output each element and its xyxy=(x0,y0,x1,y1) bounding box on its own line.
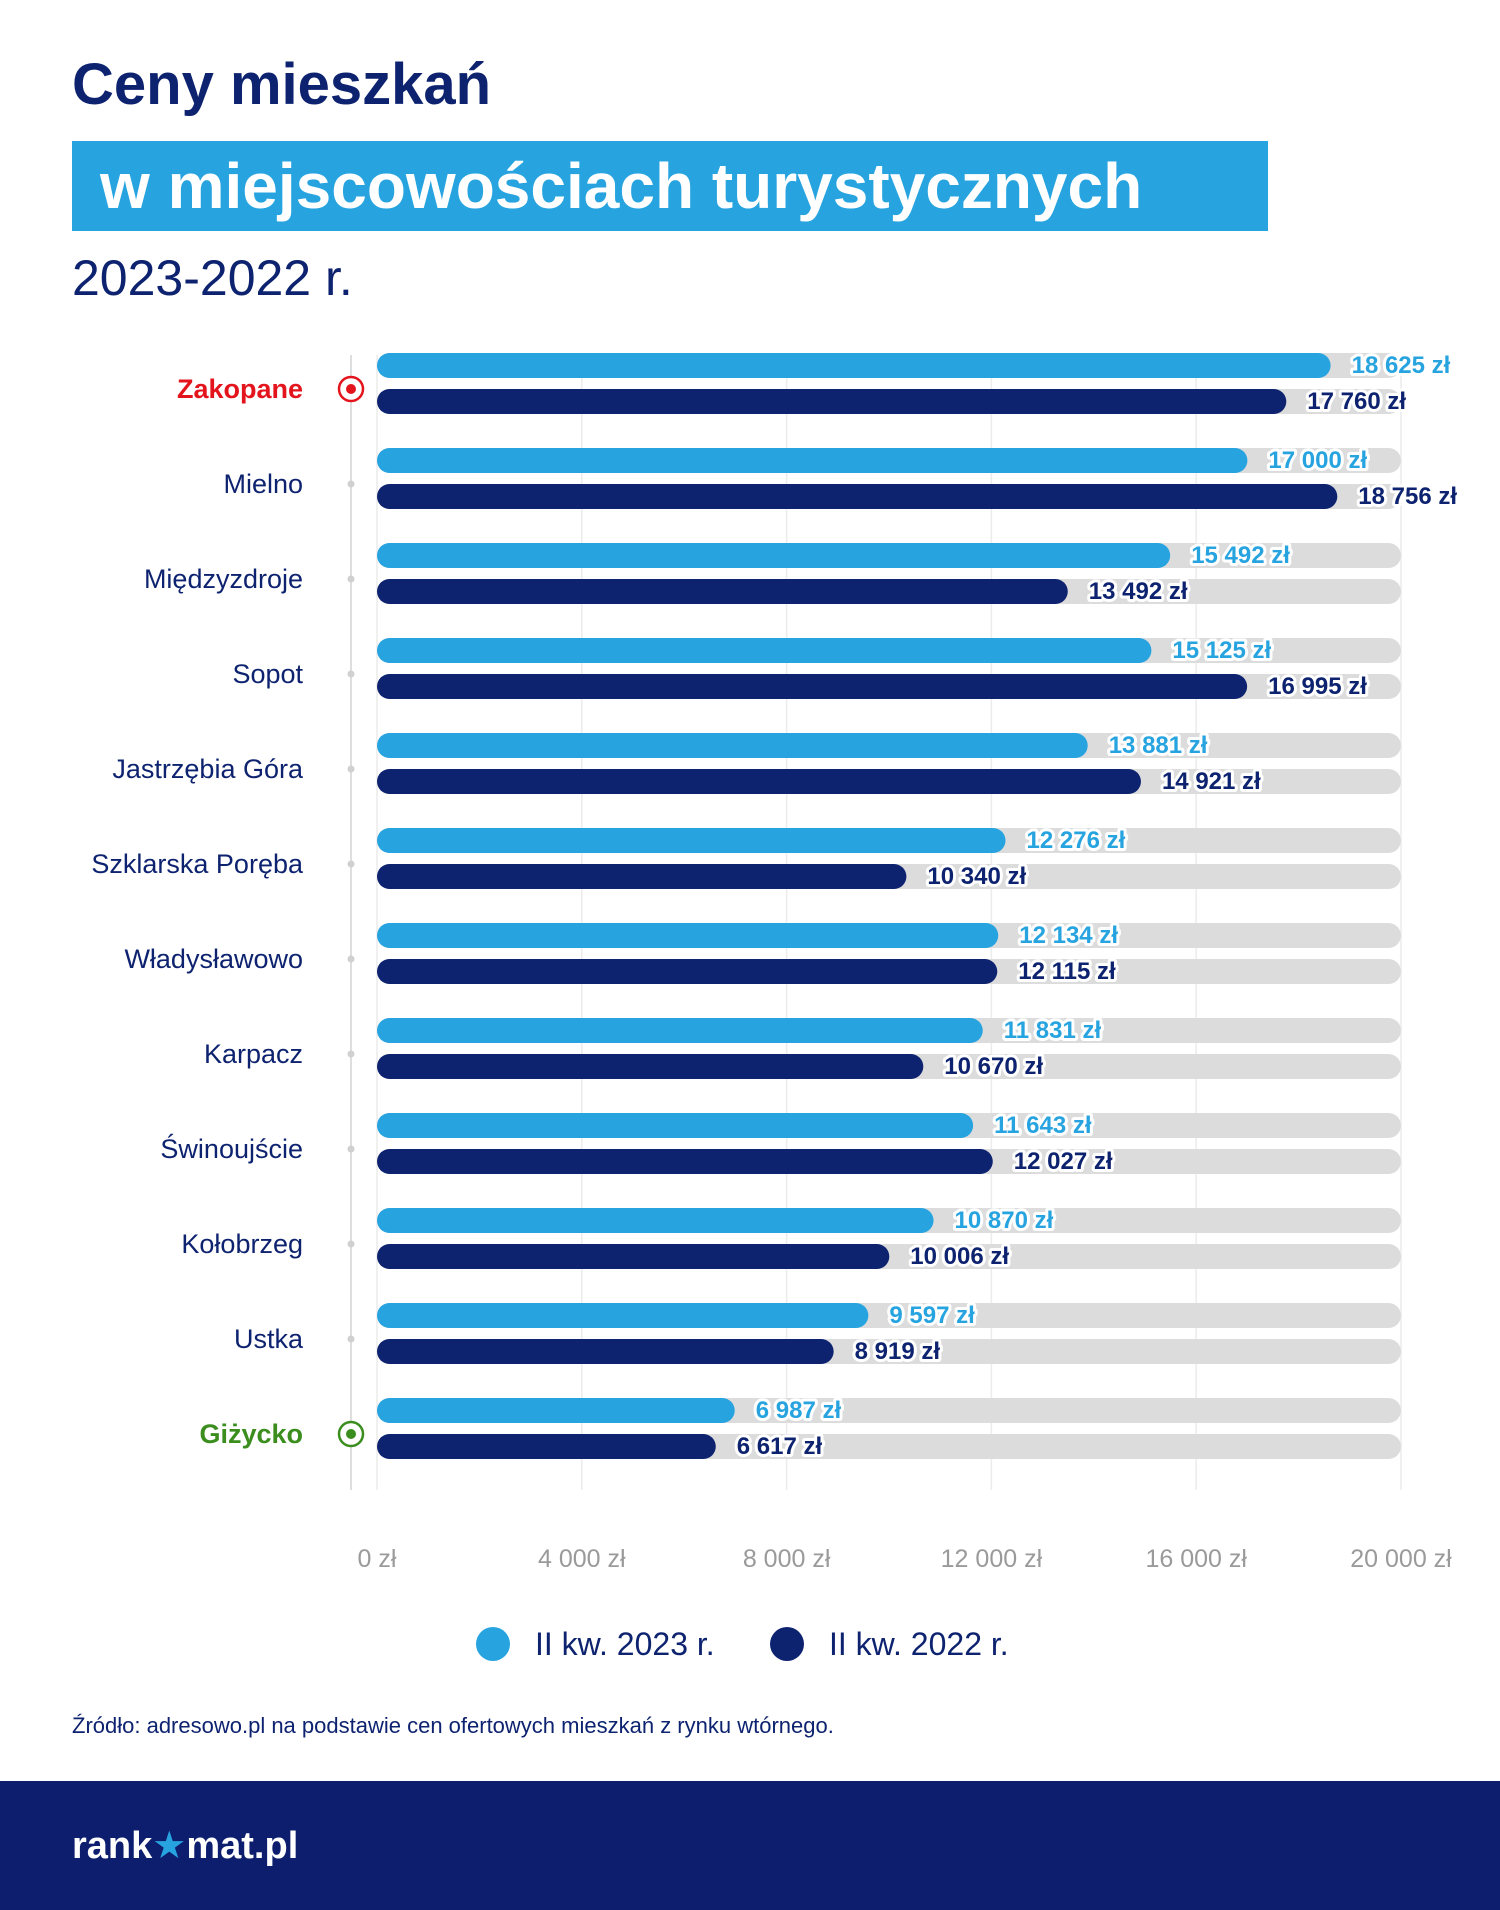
x-tick-label: 8 000 zł xyxy=(743,1545,831,1573)
bar-2023 xyxy=(377,353,1331,378)
x-tick-label: 16 000 zł xyxy=(1145,1545,1247,1573)
bar-2022 xyxy=(377,674,1248,699)
category-label: Jastrzębia Góra xyxy=(112,754,304,784)
bar-2022 xyxy=(377,389,1287,414)
legend-swatch-2022 xyxy=(770,1627,804,1661)
data-label-2022: 13 492 zł xyxy=(1089,578,1188,605)
data-label-2022: 8 919 zł xyxy=(855,1338,941,1365)
data-label-2023: 9 597 zł xyxy=(889,1302,975,1329)
bar-2023 xyxy=(377,448,1248,473)
bar-2022 xyxy=(377,769,1141,794)
category-label: Świnoujście xyxy=(160,1132,303,1164)
axis-tick-dot xyxy=(347,765,355,773)
data-label-2023: 10 870 zł xyxy=(955,1207,1054,1234)
axis-tick-dot xyxy=(347,575,355,583)
bar-2022 xyxy=(377,579,1068,604)
axis-tick-dot xyxy=(347,955,355,963)
category-marker-dot xyxy=(346,1429,356,1439)
logo-text-start: rank xyxy=(72,1825,153,1867)
x-tick-label: 20 000 zł xyxy=(1350,1545,1452,1573)
legend: II kw. 2023 r. II kw. 2022 r. xyxy=(0,1619,1500,1669)
data-label-2022: 12 115 zł xyxy=(1018,958,1116,985)
category-label: Międzyzdroje xyxy=(144,564,303,594)
data-label-2022: 10 670 zł xyxy=(944,1053,1043,1080)
axis-tick-dot xyxy=(347,1050,355,1058)
axis-tick-dot xyxy=(347,1240,355,1248)
x-tick-label: 4 000 zł xyxy=(538,1545,626,1573)
data-label-2022: 10 340 zł xyxy=(927,863,1026,890)
data-label-2023: 12 134 zł xyxy=(1019,922,1118,949)
brand-logo: rank★mat.pl xyxy=(72,1821,298,1871)
bar-2022 xyxy=(377,1434,716,1459)
data-label-2023: 11 831 zł xyxy=(1004,1017,1102,1044)
category-label: Szklarska Poręba xyxy=(91,849,304,879)
x-tick-label: 12 000 zł xyxy=(941,1545,1043,1573)
bar-2022 xyxy=(377,484,1338,509)
bar-2023 xyxy=(377,1018,983,1043)
bar-2023 xyxy=(377,1113,974,1138)
data-label-2023: 12 276 zł xyxy=(1027,827,1126,854)
bar-2023 xyxy=(377,733,1088,758)
category-label: Zakopane xyxy=(177,374,303,404)
bar-2022 xyxy=(377,959,998,984)
category-label: Władysławowo xyxy=(124,944,303,974)
bar-2022 xyxy=(377,864,907,889)
footer-band: rank★mat.pl xyxy=(0,1781,1500,1910)
bar-2023 xyxy=(377,828,1006,853)
axis-tick-dot xyxy=(347,1145,355,1153)
data-label-2022: 16 995 zł xyxy=(1268,673,1367,700)
data-label-2023: 11 643 zł xyxy=(994,1112,1092,1139)
legend-swatch-2023 xyxy=(476,1627,510,1661)
category-marker-dot xyxy=(346,384,356,394)
logo-star-icon: ★ xyxy=(152,1825,187,1867)
category-label: Ustka xyxy=(234,1324,304,1354)
x-tick-label: 0 zł xyxy=(358,1545,397,1573)
bar-2022 xyxy=(377,1054,924,1079)
axis-tick-dot xyxy=(347,670,355,678)
legend-label-2023: II kw. 2023 r. xyxy=(535,1626,715,1662)
chart-subtitle: 2023-2022 r. xyxy=(72,250,353,306)
data-label-2023: 17 000 zł xyxy=(1268,447,1367,474)
bar-2023 xyxy=(377,923,999,948)
data-label-2022: 12 027 zł xyxy=(1014,1148,1113,1175)
data-label-2023: 13 881 zł xyxy=(1109,732,1208,759)
bar-2022 xyxy=(377,1149,993,1174)
chart-title-highlight: w miejscowościach turystycznych xyxy=(100,150,1143,222)
bar-2023 xyxy=(377,543,1171,568)
axis-tick-dot xyxy=(347,1335,355,1343)
axis-tick-dot xyxy=(347,860,355,868)
bar-2023 xyxy=(377,1398,735,1423)
bar-2023 xyxy=(377,1208,934,1233)
bar-2022 xyxy=(377,1244,890,1269)
category-label: Giżycko xyxy=(199,1419,303,1449)
data-label-2023: 15 492 zł xyxy=(1191,542,1290,569)
logo-text-end: mat.pl xyxy=(186,1825,299,1867)
category-label: Karpacz xyxy=(204,1039,303,1069)
axis-tick-dot xyxy=(347,480,355,488)
bar-chart: Zakopane 18 625 zł 17 760 zł Mielno 17 000 z… xyxy=(91,349,1460,1573)
title-band: w miejscowościach turystycznych xyxy=(72,141,1268,231)
data-label-2022: 6 617 zł xyxy=(737,1433,823,1460)
data-label-2022: 10 006 zł xyxy=(910,1243,1009,1270)
data-label-2023: 6 987 zł xyxy=(756,1397,842,1424)
bar-2022 xyxy=(377,1339,834,1364)
category-label: Mielno xyxy=(223,469,303,499)
data-label-2022: 18 756 zł xyxy=(1358,483,1457,510)
source-note: Źródło: adresowo.pl na podstawie cen ofe… xyxy=(72,1713,834,1738)
data-label-2022: 14 921 zł xyxy=(1162,768,1261,795)
category-label: Kołobrzeg xyxy=(181,1229,303,1259)
data-label-2022: 17 760 zł xyxy=(1307,388,1406,415)
bar-2023 xyxy=(377,1303,869,1328)
legend-label-2022: II kw. 2022 r. xyxy=(829,1626,1009,1662)
category-label: Sopot xyxy=(232,659,303,689)
chart-title: Ceny mieszkań xyxy=(72,52,492,117)
bar-2023 xyxy=(377,638,1152,663)
data-label-2023: 18 625 zł xyxy=(1352,352,1451,379)
data-label-2023: 15 125 zł xyxy=(1172,637,1271,664)
